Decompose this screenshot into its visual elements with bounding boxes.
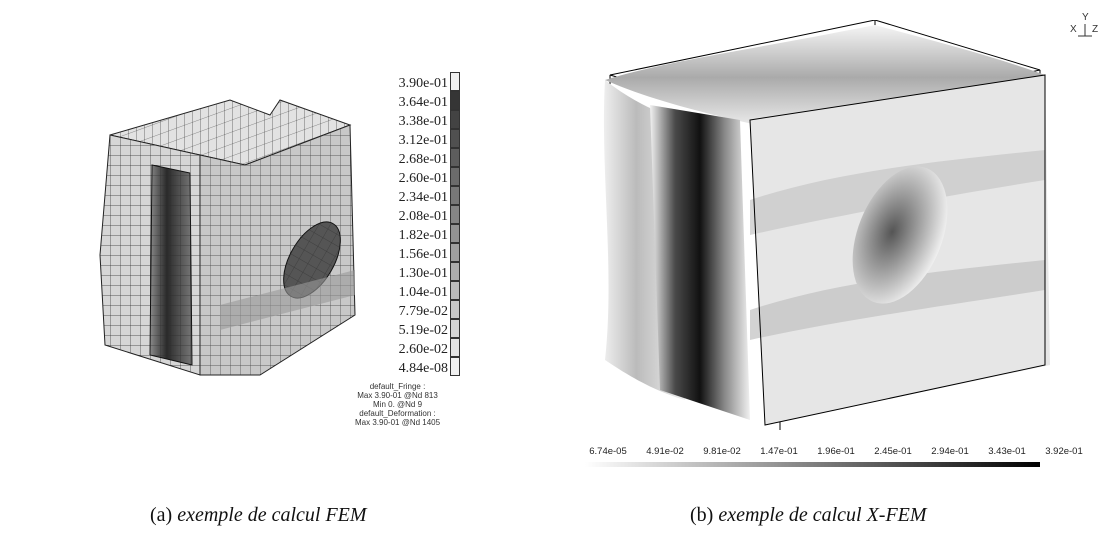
fem-meta-line: default_Fringe : <box>369 382 426 391</box>
legend-swatch <box>450 357 460 376</box>
legend-value: 3.12e-01 <box>398 133 448 148</box>
legend-swatch <box>450 129 460 148</box>
legend-swatch <box>450 224 460 243</box>
colorbar-tick: 1.47e-01 <box>760 446 798 457</box>
colorbar-tick: 2.94e-01 <box>931 446 969 457</box>
legend-entry: 2.60e-02 <box>395 338 470 362</box>
legend-entry: 2.34e-01 <box>395 186 470 210</box>
legend-value: 1.30e-01 <box>398 266 448 281</box>
caption-b: (b) exemple de calcul X-FEM <box>690 504 927 527</box>
fem-panel: 3.90e-01 3.64e-01 3.38e-01 3.12e-01 2.68e-01… <box>0 0 540 470</box>
xfem-colorbar: 6.74e-05 4.91e-02 9.81e-02 1.47e-01 1.96e-01… <box>580 446 1100 467</box>
legend-value: 2.34e-01 <box>398 190 448 205</box>
fem-meta-line: Min 0. @Nd 9 <box>373 400 423 409</box>
legend-entry: 2.08e-01 <box>395 205 470 229</box>
caption-b-text: exemple de calcul X-FEM <box>718 504 927 526</box>
legend-entry: 3.12e-01 <box>395 129 470 153</box>
legend-entry: 7.79e-02 <box>395 300 470 324</box>
legend-value: 2.60e-01 <box>398 171 448 186</box>
legend-value: 3.64e-01 <box>398 95 448 110</box>
caption-a: (a) exemple de calcul FEM <box>150 504 367 527</box>
legend-swatch <box>450 281 460 300</box>
colorbar-tick: 6.74e-05 <box>589 446 627 457</box>
caption-b-label: (b) <box>690 504 714 526</box>
fem-meta-line: Max 3.90-01 @Nd 1405 <box>355 418 441 427</box>
colorbar-tick: 3.92e-01 <box>1045 446 1083 457</box>
colorbar-gradient <box>585 462 1040 467</box>
legend-value: 1.04e-01 <box>398 285 448 300</box>
caption-a-label: (a) <box>150 504 173 526</box>
axes-triad-icon <box>1078 24 1092 37</box>
legend-swatch <box>450 110 460 129</box>
legend-entry: 3.90e-01 <box>395 72 470 96</box>
legend-entry: 5.19e-02 <box>395 319 470 343</box>
legend-swatch <box>450 243 460 262</box>
axes-indicator: Y X Z <box>1068 12 1102 46</box>
legend-swatch <box>450 262 460 281</box>
legend-swatch <box>450 91 460 110</box>
fem-meta-line: default_Deformation : <box>359 409 436 418</box>
legend-swatch <box>450 205 460 224</box>
legend-swatch <box>450 300 460 319</box>
legend-entry: 4.84e-08 <box>395 357 470 381</box>
legend-value: 5.19e-02 <box>398 323 448 338</box>
fem-metadata: default_Fringe : Max 3.90-01 @Nd 813 Min… <box>355 382 440 427</box>
axis-z-label: Z <box>1092 24 1099 35</box>
legend-entry: 3.38e-01 <box>395 110 470 134</box>
legend-swatch <box>450 148 460 167</box>
legend-entry: 3.64e-01 <box>395 91 470 115</box>
legend-entry: 1.04e-01 <box>395 281 470 305</box>
legend-swatch <box>450 319 460 338</box>
axis-x-label: X <box>1070 24 1077 35</box>
legend-value: 7.79e-02 <box>398 304 448 319</box>
axis-y-label: Y <box>1082 12 1089 23</box>
legend-entry: 1.30e-01 <box>395 262 470 286</box>
legend-value: 1.82e-01 <box>398 228 448 243</box>
xfem-render <box>603 20 1050 430</box>
legend-swatch <box>450 167 460 186</box>
legend-entry: 2.68e-01 <box>395 148 470 172</box>
colorbar-tick: 9.81e-02 <box>703 446 741 457</box>
legend-value: 3.90e-01 <box>398 76 448 91</box>
colorbar-tick: 1.96e-01 <box>817 446 855 457</box>
legend-entry: 1.82e-01 <box>395 224 470 248</box>
legend-value: 2.68e-01 <box>398 152 448 167</box>
xfem-panel: Y X Z 6.74e-05 4.91e-02 9.81e-02 1.47e-01 1.… <box>560 0 1102 470</box>
legend-value: 3.38e-01 <box>398 114 448 129</box>
legend-value: 2.60e-02 <box>398 342 448 357</box>
fem-mesh-plot <box>99 99 356 376</box>
colorbar-ticks: 6.74e-05 4.91e-02 9.81e-02 1.47e-01 1.96e-01… <box>580 446 1100 460</box>
colorbar-tick: 4.91e-02 <box>646 446 684 457</box>
legend-swatch <box>450 186 460 205</box>
colorbar-tick: 2.45e-01 <box>874 446 912 457</box>
legend-value: 2.08e-01 <box>398 209 448 224</box>
colorbar-tick: 3.43e-01 <box>988 446 1026 457</box>
legend-swatch <box>450 72 460 91</box>
caption-a-text: exemple de calcul FEM <box>177 504 367 526</box>
legend-value: 4.84e-08 <box>398 361 448 376</box>
legend-value: 1.56e-01 <box>398 247 448 262</box>
legend-entry: 2.60e-01 <box>395 167 470 191</box>
fem-meta-line: Max 3.90-01 @Nd 813 <box>357 391 438 400</box>
legend-entry: 1.56e-01 <box>395 243 470 267</box>
legend-swatch <box>450 338 460 357</box>
